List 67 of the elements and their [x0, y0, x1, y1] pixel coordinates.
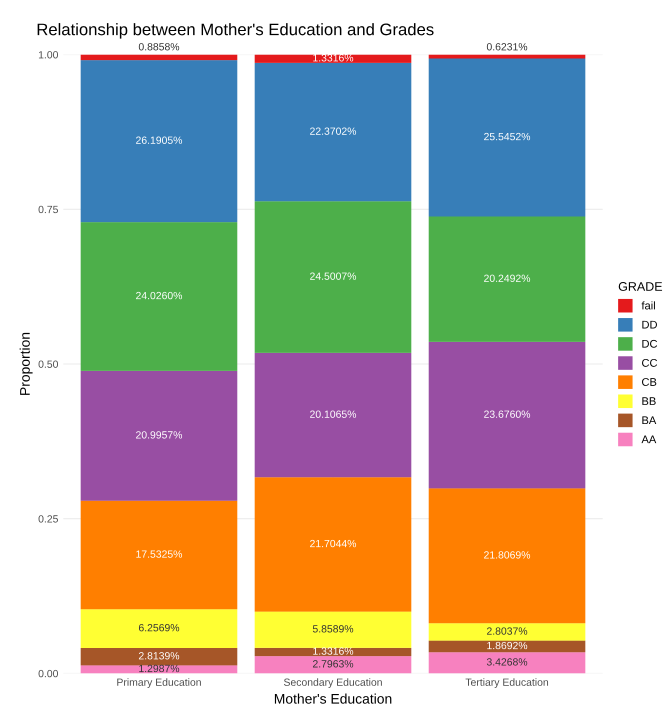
data-label: 5.8589%: [312, 625, 354, 633]
bar: [254, 656, 412, 674]
legend-label: AA: [641, 436, 656, 444]
chart-title: Relationship between Mother's Education and Grades: [38, 23, 434, 39]
data-label: 1.2987%: [139, 664, 180, 672]
data-label: 0.8858%: [138, 43, 180, 50]
data-label: 2.8037%: [486, 627, 528, 635]
y-axis-title: Proportion: [20, 332, 33, 395]
bar: [428, 342, 586, 488]
data-label: 0.6231%: [486, 43, 528, 50]
data-label: 23.6760%: [484, 410, 530, 418]
data-label: 21.7044%: [310, 540, 356, 548]
y-tick-label: 0.75: [38, 206, 58, 214]
bar: [80, 500, 238, 610]
bar: [254, 54, 412, 63]
bar: [80, 648, 238, 666]
legend-label: BA: [642, 416, 656, 424]
data-label: 17.5325%: [136, 550, 182, 558]
data-label: 21.8069%: [484, 551, 530, 559]
y-tick-label: 0.00: [38, 670, 58, 678]
bar: [254, 477, 412, 612]
bar: [428, 488, 586, 624]
legend-label: BB: [642, 397, 656, 405]
bar: [80, 60, 238, 222]
x-tick-label: Tertiary Education: [466, 678, 548, 688]
bar: [428, 652, 586, 674]
bar: [428, 623, 586, 641]
x-tick-label: Primary Education: [117, 678, 201, 688]
legend-label: DC: [642, 340, 658, 348]
y-tick-label: 0.50: [38, 360, 58, 368]
y-tick-label: 0.25: [38, 515, 58, 523]
data-label: 20.9957%: [136, 431, 182, 439]
data-label: 26.1905%: [136, 136, 182, 144]
data-label: 20.1065%: [310, 410, 356, 418]
legend-label: fail: [642, 301, 655, 310]
data-label: 3.4268%: [486, 658, 528, 666]
bar: [254, 648, 412, 656]
data-label: 24.5007%: [310, 272, 356, 280]
y-tick-label: 1.00: [38, 51, 58, 58]
bar: [80, 370, 238, 501]
legend-label: CC: [642, 358, 658, 367]
data-label: 2.8139%: [138, 652, 180, 660]
data-label: 2.7963%: [312, 660, 354, 668]
bar: [254, 352, 412, 478]
x-axis-title: Mother's Education: [274, 694, 392, 704]
bar: [254, 201, 412, 353]
x-tick-label: Secondary Education: [284, 678, 382, 688]
bar: [428, 58, 586, 217]
legend-title: GRADE: [618, 282, 662, 291]
bar: [254, 612, 412, 648]
bar: [80, 54, 238, 60]
data-label: 25.5452%: [484, 132, 530, 140]
legend-label: CB: [642, 378, 656, 386]
data-label: 20.2492%: [484, 274, 530, 282]
data-label: 1.8692%: [487, 642, 528, 650]
bar: [428, 216, 586, 342]
data-label: 1.3316%: [313, 54, 354, 62]
data-label: 1.3316%: [313, 647, 354, 655]
legend-label: DD: [642, 320, 657, 328]
data-label: 6.2569%: [138, 624, 180, 632]
data-label: 22.3702%: [310, 127, 356, 135]
bar: [80, 222, 238, 371]
bar: [428, 640, 586, 652]
data-label: 24.0260%: [136, 292, 182, 300]
bar: [254, 62, 412, 202]
bar: [428, 54, 586, 58]
bar: [80, 609, 238, 648]
